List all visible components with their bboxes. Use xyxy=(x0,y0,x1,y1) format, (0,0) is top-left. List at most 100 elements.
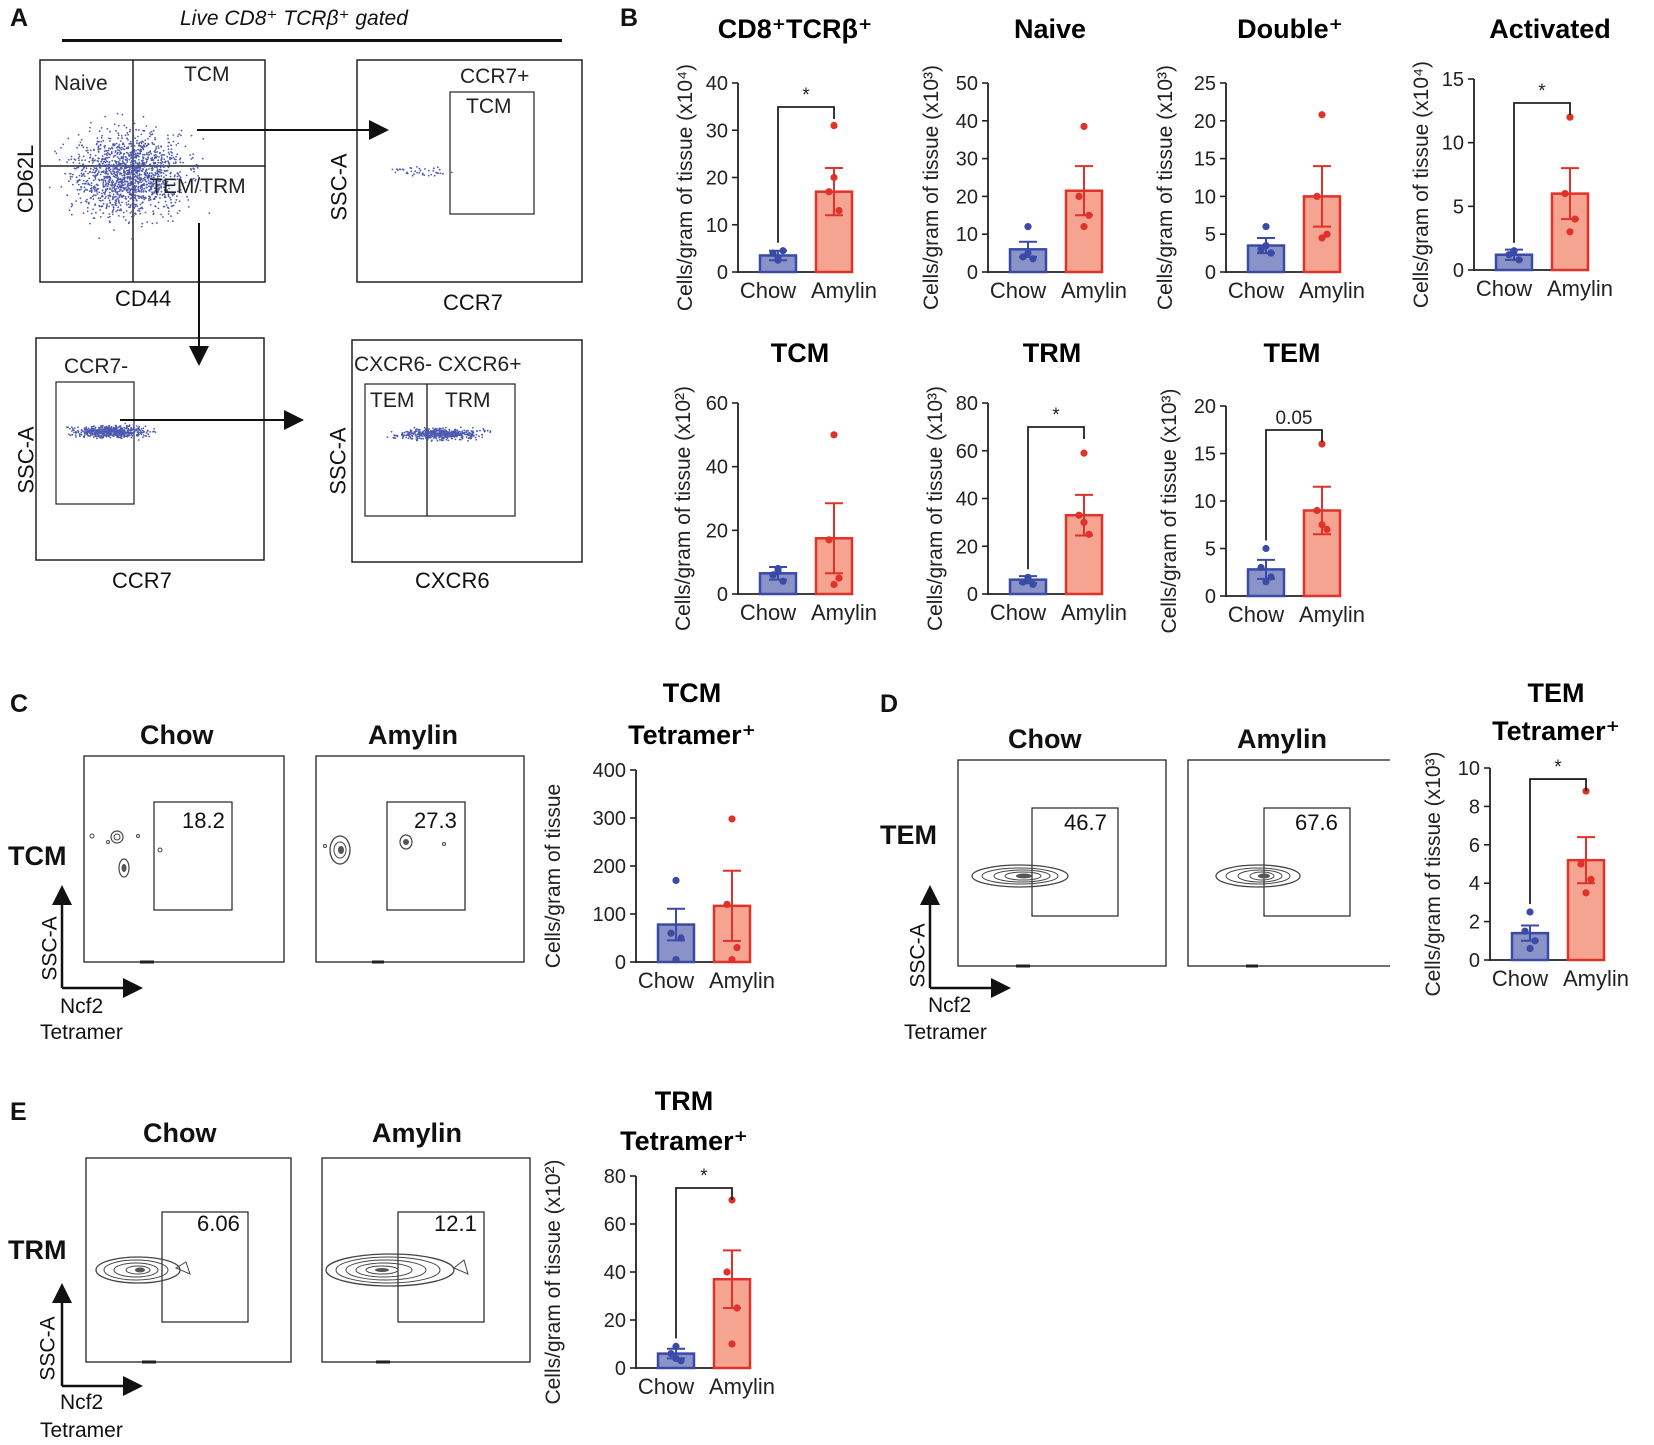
flow-event xyxy=(88,171,91,174)
flow-event xyxy=(95,174,98,177)
flow-event xyxy=(129,212,132,214)
flow-event xyxy=(108,147,110,150)
trm-title: TRM xyxy=(1023,338,1081,368)
flow-event xyxy=(88,183,91,186)
flow-event xyxy=(131,173,133,175)
flow-event xyxy=(142,191,145,193)
flow-event xyxy=(126,152,129,155)
flow-event xyxy=(143,196,146,199)
flow-event xyxy=(141,170,144,173)
tem-tick-label: 10 xyxy=(1194,491,1216,513)
flow-event xyxy=(179,178,182,181)
flow-event xyxy=(160,190,163,193)
flow-event xyxy=(126,184,129,187)
flow-event xyxy=(167,195,170,198)
flow-event xyxy=(139,145,142,147)
flow-event xyxy=(115,198,118,201)
double-point xyxy=(1267,249,1275,257)
naive-tick-label: 0 xyxy=(967,262,978,284)
flow-event xyxy=(120,156,123,158)
naive-ylabel: Cells/gram of tissue (x10³) xyxy=(920,65,943,310)
trm-tick-label: 80 xyxy=(956,393,978,415)
flow-event xyxy=(427,174,430,177)
tem-title: TEM xyxy=(1264,338,1321,368)
flow-event xyxy=(91,159,94,162)
flow-event xyxy=(141,179,144,182)
flow-event xyxy=(104,157,107,160)
flow-event xyxy=(179,171,181,173)
flow-event xyxy=(92,179,95,182)
flow-event xyxy=(112,143,115,145)
flow-event xyxy=(442,172,444,175)
flow-event xyxy=(173,182,176,185)
flow-event xyxy=(92,168,95,171)
tem_tet-title-line2: Tetramer⁺ xyxy=(1492,716,1620,746)
flow-event xyxy=(192,177,195,180)
flow-event xyxy=(157,191,159,194)
flow-event xyxy=(143,162,146,165)
naive-point xyxy=(1080,223,1088,231)
flow-event xyxy=(131,169,134,171)
flow-event xyxy=(137,155,140,158)
flow-event xyxy=(99,173,102,176)
flow-event xyxy=(189,154,192,156)
flow-event xyxy=(134,205,137,208)
flow-event xyxy=(162,166,165,169)
flow-event xyxy=(180,134,182,137)
flow-event xyxy=(96,172,99,175)
flow-event xyxy=(131,181,134,183)
flow-event xyxy=(171,154,173,157)
flow-event xyxy=(133,173,136,176)
flow-event xyxy=(162,172,165,175)
flow-event xyxy=(84,159,87,162)
flow-event xyxy=(94,170,97,173)
flow-event xyxy=(97,160,100,163)
flow-event xyxy=(110,152,113,155)
flow-event xyxy=(111,211,114,214)
flow-event xyxy=(134,213,137,216)
flow-event xyxy=(92,174,95,177)
flow-event xyxy=(152,180,155,183)
flow-event xyxy=(90,212,93,215)
flow-event xyxy=(112,184,114,186)
flow-event xyxy=(159,166,162,169)
flow-event xyxy=(112,206,115,209)
tem_tet-ylabel: Cells/gram of tissue (x10³) xyxy=(1422,751,1445,996)
flow-event xyxy=(109,168,112,171)
flow-event xyxy=(135,188,137,191)
flow-event xyxy=(122,194,124,197)
flow-event xyxy=(163,189,166,191)
flow-event xyxy=(148,168,150,170)
flow-event xyxy=(127,182,130,185)
flow-event xyxy=(152,173,155,176)
double-tick-label: 5 xyxy=(1205,224,1216,246)
flow-event xyxy=(138,210,141,212)
flow-event xyxy=(93,194,95,197)
flow-event xyxy=(66,194,69,197)
flow-event xyxy=(70,426,73,429)
flow-event xyxy=(116,153,119,155)
activated-point xyxy=(1515,256,1523,264)
flow-event xyxy=(66,161,68,164)
flow-event xyxy=(108,169,111,172)
flow-event xyxy=(151,166,154,168)
flow-event xyxy=(140,206,143,209)
flow-event xyxy=(118,149,121,152)
flow-event xyxy=(419,169,422,172)
flow-event xyxy=(133,191,135,194)
tcm_tet-point xyxy=(672,876,680,885)
flow-event xyxy=(112,163,115,166)
flow-event xyxy=(130,151,133,153)
flow-event xyxy=(78,155,81,158)
flow-event xyxy=(119,180,122,183)
flow-event xyxy=(106,203,108,206)
flow-event xyxy=(143,198,146,201)
plot2-gate xyxy=(449,91,535,215)
flow-event xyxy=(194,179,197,182)
flow-event xyxy=(114,184,116,187)
flow-event xyxy=(402,168,404,171)
flow-event xyxy=(97,197,100,200)
tem_tet-category-label: Amylin xyxy=(1563,966,1629,991)
flow-event xyxy=(126,132,129,134)
flow-event xyxy=(142,153,144,156)
